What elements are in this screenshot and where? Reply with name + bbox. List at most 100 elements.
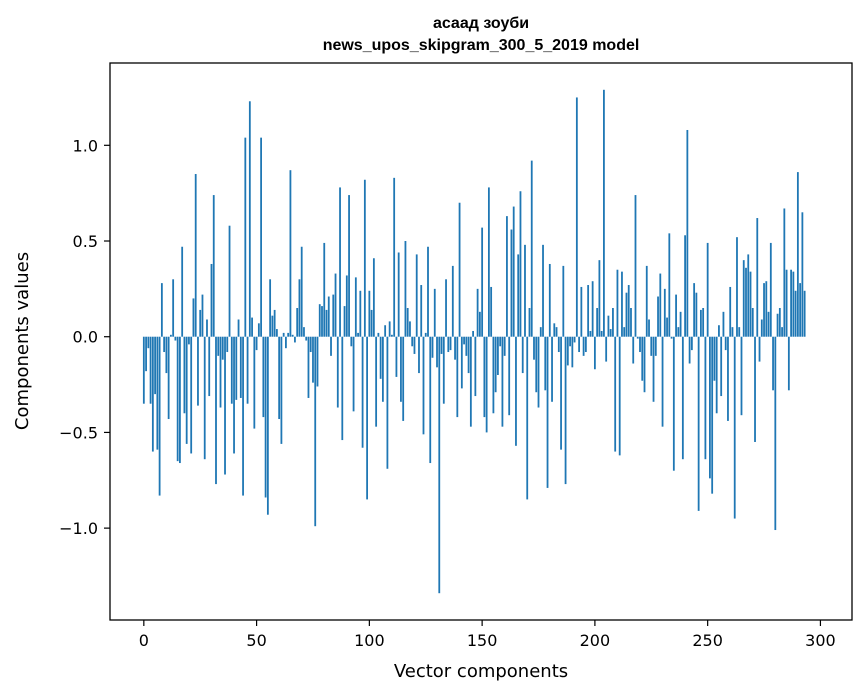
bar	[641, 336, 644, 381]
bar	[469, 336, 472, 427]
bar	[154, 336, 156, 395]
bar	[636, 336, 639, 339]
bar	[381, 336, 384, 402]
bar	[506, 216, 508, 337]
x-tick-label: 300	[805, 631, 836, 650]
bar	[792, 271, 795, 337]
bar	[156, 336, 159, 450]
bar	[260, 137, 262, 337]
bar	[515, 336, 517, 446]
chart-subtitle: news_upos_skipgram_300_5_2019 model	[323, 37, 640, 54]
bar	[774, 336, 777, 531]
bar	[645, 265, 648, 337]
bar	[769, 242, 772, 337]
bar	[652, 336, 655, 402]
bar	[731, 327, 734, 337]
x-tick-label: 100	[354, 631, 385, 650]
y-tick-label: −1.0	[59, 519, 98, 538]
bar	[799, 283, 802, 337]
bar	[217, 336, 220, 356]
chart-title: асаад зоуби	[433, 15, 529, 32]
bar	[476, 288, 479, 337]
bar	[612, 308, 614, 337]
bar	[409, 321, 411, 337]
bar	[785, 269, 788, 337]
bar	[291, 334, 294, 337]
bar	[530, 160, 533, 337]
bar	[690, 336, 693, 351]
bar	[790, 269, 792, 337]
bar	[551, 336, 553, 402]
bar	[578, 336, 580, 353]
y-tick-label: 0.5	[73, 232, 98, 251]
bar	[584, 336, 587, 353]
bar	[285, 336, 287, 349]
bar	[224, 336, 226, 475]
bar	[212, 195, 215, 337]
bar	[575, 97, 578, 337]
bar	[472, 330, 474, 337]
bar	[562, 265, 565, 337]
bar	[560, 336, 562, 450]
x-axis-label: Vector components	[394, 661, 568, 682]
bar	[648, 319, 650, 337]
bar	[275, 329, 278, 337]
bar	[188, 336, 190, 345]
bar	[467, 336, 470, 374]
bar	[332, 294, 335, 337]
bar	[271, 315, 274, 337]
bar	[535, 336, 538, 393]
bar	[803, 290, 806, 337]
bar	[309, 336, 312, 353]
bar	[433, 288, 436, 337]
bar	[368, 290, 371, 337]
bar	[424, 332, 427, 337]
bar	[266, 336, 269, 515]
bar	[447, 336, 450, 353]
bar	[569, 336, 571, 347]
bar	[767, 311, 770, 337]
bar	[478, 311, 481, 337]
bar	[228, 225, 231, 337]
bar	[539, 327, 542, 337]
bar	[194, 174, 197, 337]
bar	[343, 306, 346, 337]
bar	[747, 254, 750, 337]
bar	[557, 336, 560, 353]
bar	[336, 336, 339, 408]
bar	[359, 290, 362, 337]
bar	[174, 336, 177, 341]
bar	[377, 332, 380, 337]
bar	[749, 271, 752, 337]
bar	[727, 336, 729, 421]
bar	[675, 294, 677, 337]
bar	[695, 292, 698, 337]
bar	[307, 336, 310, 398]
bar	[357, 332, 359, 337]
bar	[163, 336, 166, 353]
bars-group	[142, 89, 806, 594]
bar	[282, 332, 285, 337]
bar	[298, 279, 301, 337]
bar	[294, 336, 296, 343]
bar	[639, 336, 641, 353]
bar	[305, 336, 308, 341]
bar	[492, 336, 495, 414]
bar	[350, 336, 353, 347]
bar	[440, 336, 443, 354]
bar	[659, 273, 662, 337]
bar	[312, 336, 314, 383]
bar	[388, 321, 391, 337]
bar	[151, 336, 154, 452]
bar	[593, 336, 596, 370]
bar	[451, 265, 454, 337]
bar	[526, 336, 529, 500]
bar	[242, 336, 244, 496]
bar	[393, 177, 396, 337]
bar	[158, 336, 161, 496]
bar	[179, 336, 181, 464]
bar	[508, 336, 511, 416]
bar	[607, 315, 610, 337]
bar	[463, 336, 465, 345]
bar	[614, 336, 617, 452]
